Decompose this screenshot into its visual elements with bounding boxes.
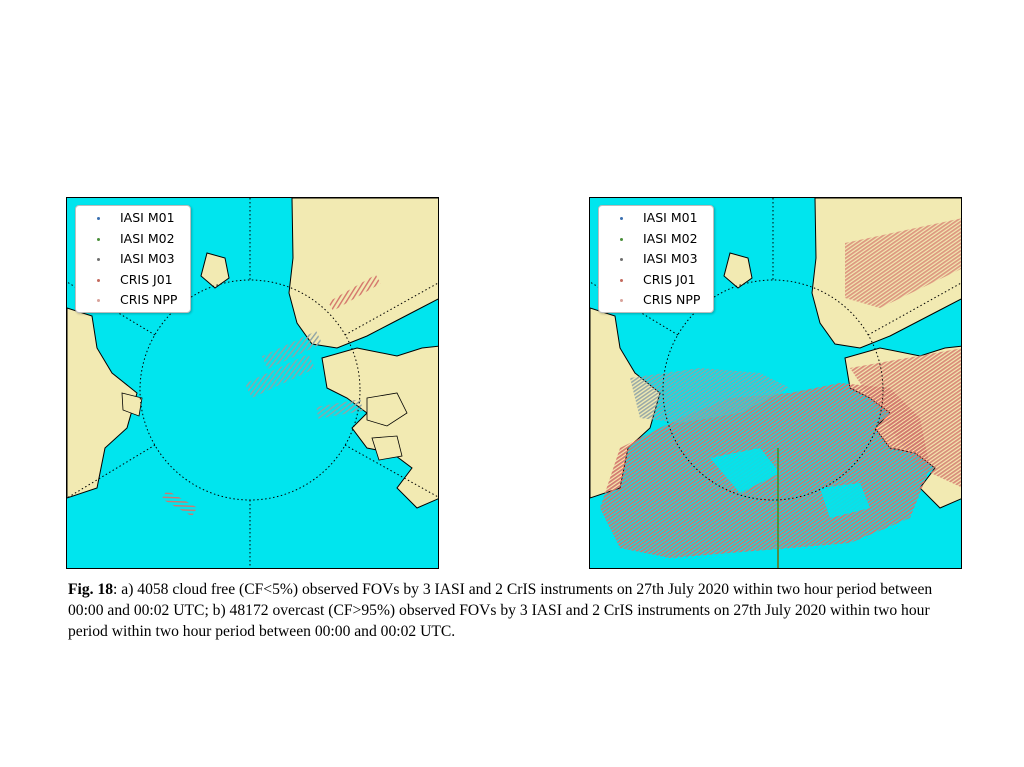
meridian [590,281,679,336]
legend-marker [97,258,100,261]
obs-swath [244,353,316,399]
legend-marker [97,279,100,282]
legend-marker [620,279,623,282]
legend-label: IASI M01 [643,210,698,225]
overcast-fov-field [630,368,790,423]
obs-swath [328,274,381,311]
legend-label: CRIS NPP [120,292,178,307]
overcast-fov-field [845,218,961,308]
legend-label: IASI M03 [120,251,175,266]
legend-item: IASI M02 [599,230,713,250]
legend-label: CRIS J01 [120,272,173,287]
overcast-fov-field [850,348,961,488]
figure-label: Fig. 18 [68,581,114,598]
legend-label: CRIS NPP [643,292,701,307]
island [366,392,408,427]
figure-caption: Fig. 18: a) 4058 cloud free (CF<5%) obse… [68,579,960,642]
meridian [67,444,156,499]
map-a-svg [67,198,438,568]
cloud-free-gap [820,483,870,518]
legend-item: IASI M01 [76,209,190,229]
legend-item: IASI M03 [599,250,713,270]
legend-marker [620,299,623,302]
legend-marker [97,299,100,302]
latitude-circle [662,279,884,501]
legend-label: IASI M02 [643,231,698,246]
svalbard-island [723,252,753,289]
legend-marker [620,258,623,261]
map-b-svg [590,198,961,568]
legend-marker [620,217,623,220]
greenland-landmass [288,198,438,349]
legend-label: IASI M02 [120,231,175,246]
legend-marker [97,217,100,220]
legend-item: CRIS J01 [76,271,190,291]
obs-swath [161,490,198,517]
legend: IASI M01 IASI M02 IASI M03 CRIS J01 CRIS… [75,205,191,313]
legend-item: CRIS NPP [76,291,190,311]
svalbard-island [200,252,230,289]
map-panel-a: IASI M01 IASI M02 IASI M03 CRIS J01 CRIS… [66,197,439,569]
legend-marker [620,238,623,241]
obs-swath [261,330,323,370]
legend-item: CRIS NPP [599,291,713,311]
obs-swath [316,399,363,419]
island [121,392,143,417]
legend-marker [97,238,100,241]
map-panel-b: IASI M01 IASI M02 IASI M03 CRIS J01 CRIS… [589,197,962,569]
legend-item: IASI M02 [76,230,190,250]
legend-label: IASI M03 [643,251,698,266]
legend: IASI M01 IASI M02 IASI M03 CRIS J01 CRIS… [598,205,714,313]
cloud-free-gap [710,448,780,493]
legend-item: CRIS J01 [599,271,713,291]
meridian [67,281,156,336]
caption-text: : a) 4058 cloud free (CF<5%) observed FO… [68,581,933,640]
legend-label: CRIS J01 [643,272,696,287]
legend-label: IASI M01 [120,210,175,225]
island [371,435,403,461]
legend-item: IASI M03 [76,250,190,270]
legend-item: IASI M01 [599,209,713,229]
